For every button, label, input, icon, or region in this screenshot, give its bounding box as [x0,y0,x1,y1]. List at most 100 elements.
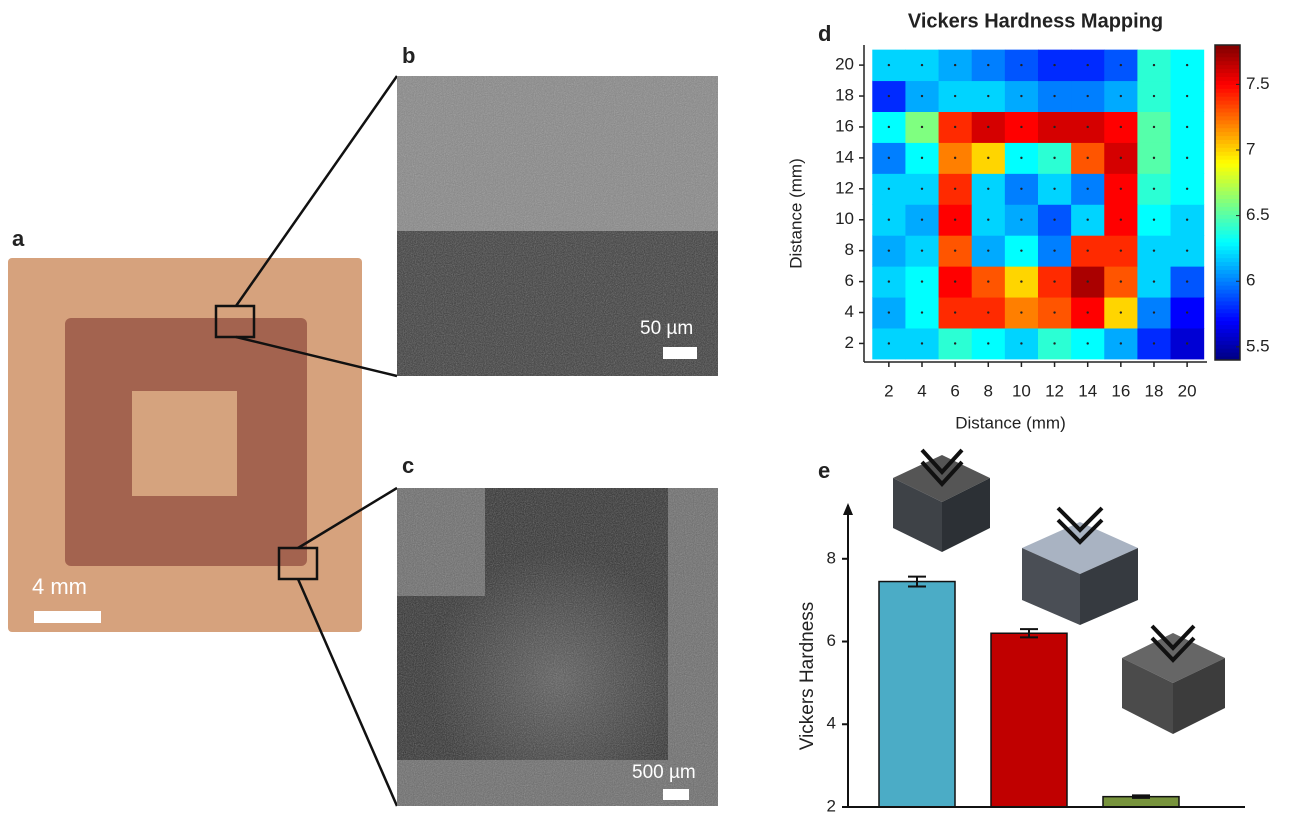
sample-point [1153,249,1155,251]
colorbar-step [1215,84,1240,88]
sample-point [954,219,956,221]
sample-point [1153,64,1155,66]
colorbar-step [1215,309,1240,313]
sample-point [1153,219,1155,221]
x-tick-label: 8 [984,381,993,400]
sample-point [1153,126,1155,128]
colorbar-step [1215,151,1240,155]
y-tick-label: 8 [845,240,854,259]
sample-point [921,95,923,97]
panel-label: b [402,43,415,68]
sample-point [921,280,923,282]
colorbar-step [1215,305,1240,309]
cube-icon [1022,508,1138,625]
sample-point [921,342,923,344]
panel-label: e [818,458,830,483]
figure: a 4 mm b 50 µm c 500 µm d e [0,0,1289,822]
x-tick-label: 10 [1012,381,1031,400]
sample-point [954,342,956,344]
sample-point [954,64,956,66]
cube-icon [893,450,990,552]
sample-point [888,126,890,128]
y-tick-label: 20 [835,55,854,74]
y-tick-label: 4 [827,714,836,733]
colorbar-step [1215,340,1240,344]
scale-bar [663,347,697,359]
sample-point [1186,95,1188,97]
colorbar-tick-label: 7 [1246,139,1255,158]
sample-point [1086,157,1088,159]
y-tick-label: 12 [835,178,854,197]
colorbar-step [1215,143,1240,147]
scale-label: 4 mm [32,574,87,599]
x-tick-label: 4 [917,381,926,400]
sample-point [1186,157,1188,159]
colorbar-step [1215,258,1240,262]
colorbar-step [1215,191,1240,195]
colorbar-step [1215,199,1240,203]
colorbar-step [1215,53,1240,57]
x-tick-label: 6 [950,381,959,400]
colorbar-step [1215,163,1240,167]
panel-label: c [402,453,414,478]
sample-point [888,157,890,159]
x-tick-label: 18 [1145,381,1164,400]
colorbar-step [1215,321,1240,325]
colorbar-step [1215,136,1240,140]
sample-point [1053,342,1055,344]
sample-point [1053,188,1055,190]
colorbar-step [1215,96,1240,100]
sample-point [987,64,989,66]
sample-point [921,188,923,190]
x-tick-label: 12 [1045,381,1064,400]
sample-point [1186,188,1188,190]
sample-point [1053,126,1055,128]
sample-point [921,64,923,66]
sample-point [921,126,923,128]
colorbar-step [1215,297,1240,301]
sample-point [954,311,956,313]
y-axis-label: Vickers Hardness [797,602,818,751]
colorbar-step [1215,69,1240,73]
sample-point [1153,157,1155,159]
sample-point [1120,311,1122,313]
sample-point [1186,280,1188,282]
sample-point [987,95,989,97]
colorbar-step [1215,195,1240,199]
colorbar-step [1215,246,1240,250]
colorbar-tick-label: 5.5 [1246,336,1270,355]
micrograph-texture [397,488,718,806]
colorbar-step [1215,203,1240,207]
sample-point [987,219,989,221]
colorbar-step [1215,313,1240,317]
sample-point [954,249,956,251]
colorbar-step [1215,65,1240,69]
sample-point [954,188,956,190]
sample-point [888,64,890,66]
colorbar-step [1215,348,1240,352]
x-tick-label: 20 [1178,381,1197,400]
sample-point [1186,126,1188,128]
colorbar-step [1215,49,1240,53]
sample-point [1186,64,1188,66]
sample-point [888,311,890,313]
sample-point [1020,219,1022,221]
colorbar-step [1215,92,1240,96]
sample-point [1020,157,1022,159]
y-tick-label: 14 [835,147,854,166]
colorbar-step [1215,317,1240,321]
colorbar-step [1215,61,1240,65]
panel-label: a [12,226,25,251]
sample-point [1086,280,1088,282]
colorbar-step [1215,124,1240,128]
colorbar-step [1215,159,1240,163]
sample-point [1020,342,1022,344]
sample-point [1020,311,1022,313]
colorbar-step [1215,155,1240,159]
sample-point [1186,219,1188,221]
colorbar-step [1215,128,1240,132]
colorbar-step [1215,179,1240,183]
sample-point [1153,188,1155,190]
bar [879,582,955,807]
sample-point [987,280,989,282]
